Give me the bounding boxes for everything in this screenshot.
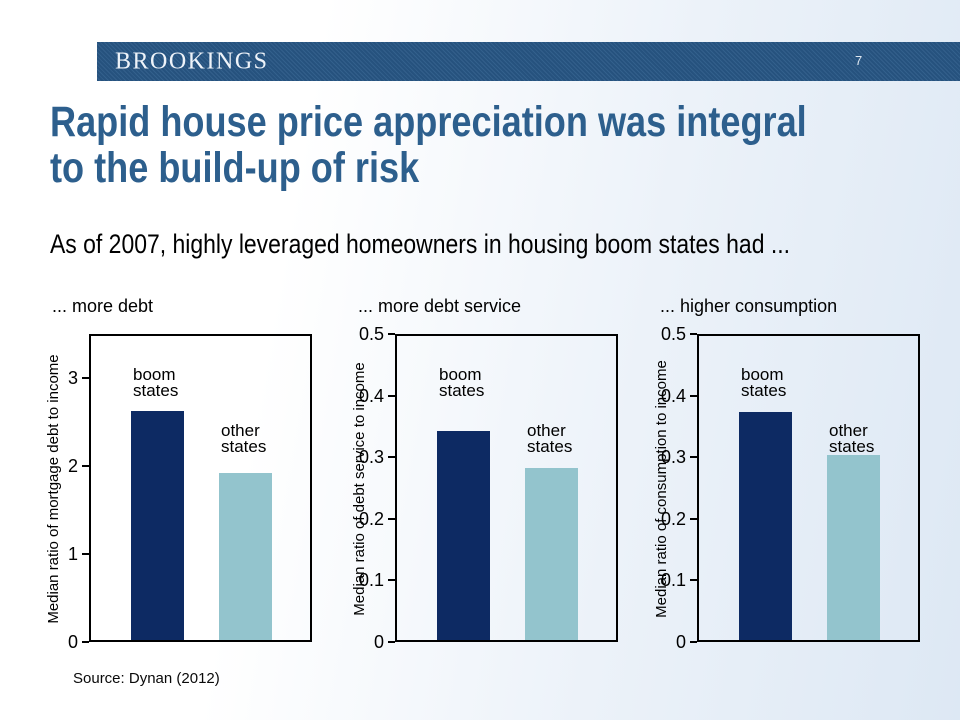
bar-label-other-states: other states [527, 421, 573, 456]
tick-label: 0.3 [358, 447, 384, 468]
tick-mark [388, 579, 395, 582]
chart-title: ... more debt service [358, 296, 522, 316]
tick-mark [388, 456, 395, 459]
tick-mark [82, 553, 89, 555]
tick-label: 0.5 [358, 324, 384, 344]
tick-mark [388, 641, 395, 643]
chart-more-debt: ... more debt Median ratio of mortgage d… [34, 290, 344, 670]
bar-boom-states [131, 411, 184, 640]
tick-mark [82, 377, 89, 379]
plot-area [395, 334, 618, 642]
tick-mark [82, 641, 89, 643]
tick-mark [690, 333, 697, 335]
tick-mark [388, 517, 395, 520]
bar-label-other-states: other states [829, 421, 875, 456]
tick-mark [388, 333, 395, 335]
header-bar: BROOKINGS 7 [97, 42, 960, 81]
tick-label: 0.1 [660, 570, 686, 591]
tick-mark [388, 394, 395, 397]
source-note: Source: Dynan (2012) [73, 670, 220, 687]
tick-mark [690, 641, 697, 643]
tick-label: 0 [67, 632, 78, 652]
tick-label: 0.3 [660, 447, 686, 468]
tick-label: 2 [67, 456, 78, 476]
tick-mark [690, 456, 697, 459]
bar-boom-states [739, 412, 792, 640]
tick-label: 0.5 [660, 324, 686, 344]
tick-label: 0.1 [358, 570, 384, 591]
chart-title: ... more debt [52, 296, 154, 316]
y-axis-label: Median ratio of debt service to income [351, 362, 368, 616]
chart-more-debt-service: ... more debt service Median ratio of de… [340, 290, 650, 670]
tick-label: 0.2 [660, 508, 686, 529]
bar-label-boom-states: boom states [133, 365, 179, 400]
tick-label: 0 [675, 632, 686, 652]
tick-label: 3 [67, 368, 78, 388]
slide-number: 7 [855, 53, 863, 68]
slide-title-line2: to the build-up of risk [50, 144, 420, 192]
bar-other-states [827, 455, 880, 640]
bar-label-other-states: other states [221, 421, 267, 456]
tick-label: 1 [67, 544, 78, 564]
tick-mark [690, 394, 697, 397]
plot-area [89, 334, 312, 642]
bar-other-states [219, 473, 272, 640]
bar-label-boom-states: boom states [741, 365, 787, 400]
bar-boom-states [437, 431, 490, 640]
tick-mark [82, 465, 89, 467]
plot-area [697, 334, 920, 642]
bar-other-states [525, 468, 578, 640]
tick-mark [690, 517, 697, 520]
tick-label: 0 [373, 632, 384, 652]
brookings-logo: BROOKINGS [115, 48, 269, 74]
bar-label-boom-states: boom states [439, 365, 485, 400]
tick-label: 0.4 [358, 385, 384, 406]
chart-higher-consumption: ... higher consumption Median ratio of c… [642, 290, 952, 670]
tick-label: 0.2 [358, 508, 384, 529]
y-axis-label: Median ratio of consumption to income [653, 360, 670, 618]
slide-subtitle: As of 2007, highly leveraged homeowners … [50, 229, 790, 259]
chart-title: ... higher consumption [660, 296, 838, 316]
slide-title: Rapid house price appreciation was integ… [50, 99, 960, 191]
slide-title-line1: Rapid house price appreciation was integ… [50, 98, 807, 146]
tick-label: 0.4 [660, 385, 686, 406]
tick-mark [690, 579, 697, 582]
